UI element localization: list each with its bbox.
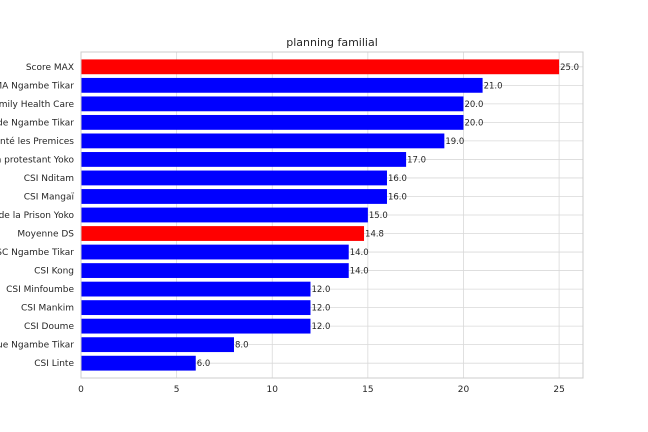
bar xyxy=(81,281,311,297)
chart-title: planning familial xyxy=(286,36,378,49)
y-tick-label: CS Mission Catholique Ngambe Tikar xyxy=(0,341,74,351)
bar xyxy=(81,263,349,278)
bar-value-label: 15.0 xyxy=(369,211,388,221)
x-tick-label: 15 xyxy=(362,385,373,395)
bar xyxy=(81,96,464,112)
y-tick-label: CSI Doume xyxy=(24,322,74,332)
bar-value-label: 14.0 xyxy=(350,267,369,277)
y-tick-label: Score MAX xyxy=(26,63,74,73)
x-tick-label: 5 xyxy=(174,385,180,395)
bar-value-label: 6.0 xyxy=(197,359,211,369)
bar xyxy=(81,318,311,334)
bar xyxy=(81,152,407,167)
bar-value-label: 8.0 xyxy=(235,341,249,351)
x-tick-label: 25 xyxy=(553,385,564,395)
bar-value-label: 14.8 xyxy=(365,230,384,240)
bar xyxy=(81,133,445,149)
bar-value-label: 20.0 xyxy=(464,100,483,110)
bar-value-label: 25.0 xyxy=(560,63,579,73)
bar-value-label: 19.0 xyxy=(445,137,464,147)
bar xyxy=(81,59,560,75)
bar xyxy=(81,337,234,353)
y-tick-label: CSI Kong xyxy=(34,267,74,277)
bar xyxy=(81,170,387,186)
bar-value-label: 12.0 xyxy=(311,285,330,295)
y-tick-label: CS Santé les Premices xyxy=(0,136,74,147)
y-tick-label: CSI Mankim xyxy=(21,304,74,314)
bar xyxy=(81,77,483,93)
bar xyxy=(81,300,311,316)
y-tick-label: Moyenne DS xyxy=(17,230,74,240)
x-tick-label: 10 xyxy=(267,385,279,395)
y-tick-label: CMA Ngambe Tikar xyxy=(0,81,74,91)
bar xyxy=(81,189,387,204)
y-tick-label: HD de Ngambe Tikar xyxy=(0,118,74,128)
bar-value-label: 17.0 xyxy=(407,155,426,165)
bar-value-label: 16.0 xyxy=(388,192,407,202)
y-tick-label: CSI Minfoumbe xyxy=(6,285,74,295)
data-label-layer: 25.021.020.020.019.017.016.016.015.014.8… xyxy=(197,63,579,369)
bar xyxy=(81,244,349,260)
y-tick-label: CSI Mangaï xyxy=(24,192,75,202)
bar-value-label: 21.0 xyxy=(484,81,503,91)
x-tick-label: 20 xyxy=(458,385,470,395)
y-tick-label: CSC Ngambe Tikar xyxy=(0,248,74,258)
x-tick-layer: 0 5 10 15 20 25 xyxy=(78,385,565,395)
bar xyxy=(81,226,365,241)
bar-value-label: 12.0 xyxy=(311,322,330,332)
y-tick-label: CS Family Health Care xyxy=(0,100,74,110)
y-tick-layer: Score MAX CMA Ngambe Tikar CS Family Healt… xyxy=(0,63,74,369)
bar xyxy=(81,207,368,223)
y-tick-label: CSI Linte xyxy=(34,359,74,369)
bar-value-label: 14.0 xyxy=(350,248,369,258)
y-tick-label: CS de la Prison Yoko xyxy=(0,211,74,221)
bar-value-label: 20.0 xyxy=(464,118,483,128)
bar-value-label: 12.0 xyxy=(311,304,330,314)
bar-value-label: 16.0 xyxy=(388,174,407,184)
bar xyxy=(81,355,196,371)
bar xyxy=(81,114,464,130)
y-tick-label: CS de la Mission protestant Yoko xyxy=(0,155,74,165)
x-tick-label: 0 xyxy=(78,385,84,395)
plot-frame xyxy=(80,51,584,379)
y-tick-label: CSI Nditam xyxy=(24,174,74,184)
bar-layer xyxy=(81,59,560,371)
